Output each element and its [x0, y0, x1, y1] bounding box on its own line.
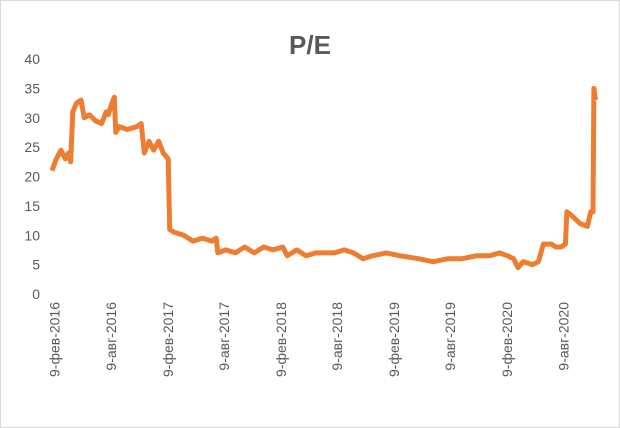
x-tick-label: 9-авг-2016: [103, 302, 119, 371]
x-tick-label: 9-авг-2020: [556, 302, 572, 371]
y-tick-label: 20: [24, 169, 40, 185]
x-tick-label: 9-фев-2017: [160, 302, 176, 377]
x-tick-label: 9-авг-2017: [216, 302, 232, 371]
y-tick-label: 15: [24, 198, 40, 214]
y-tick-label: 30: [24, 110, 40, 126]
x-tick-label: 9-авг-2018: [329, 302, 345, 371]
y-tick-label: 40: [24, 51, 40, 67]
x-tick-label: 9-фев-2018: [273, 302, 289, 377]
x-tick-label: 9-фев-2020: [499, 302, 515, 377]
x-tick-label: 9-фев-2016: [46, 302, 62, 377]
line-series: [49, 85, 598, 271]
y-tick-label: 35: [24, 80, 40, 96]
y-tick-label: 10: [24, 227, 40, 243]
y-tick-label: 5: [32, 257, 40, 273]
y-tick-label: 25: [24, 139, 40, 155]
y-tick-label: 0: [32, 286, 40, 302]
x-tick-label: 9-фев-2019: [386, 302, 402, 377]
x-tick-label: 9-авг-2019: [442, 302, 458, 371]
chart-title: P/E: [289, 30, 331, 60]
